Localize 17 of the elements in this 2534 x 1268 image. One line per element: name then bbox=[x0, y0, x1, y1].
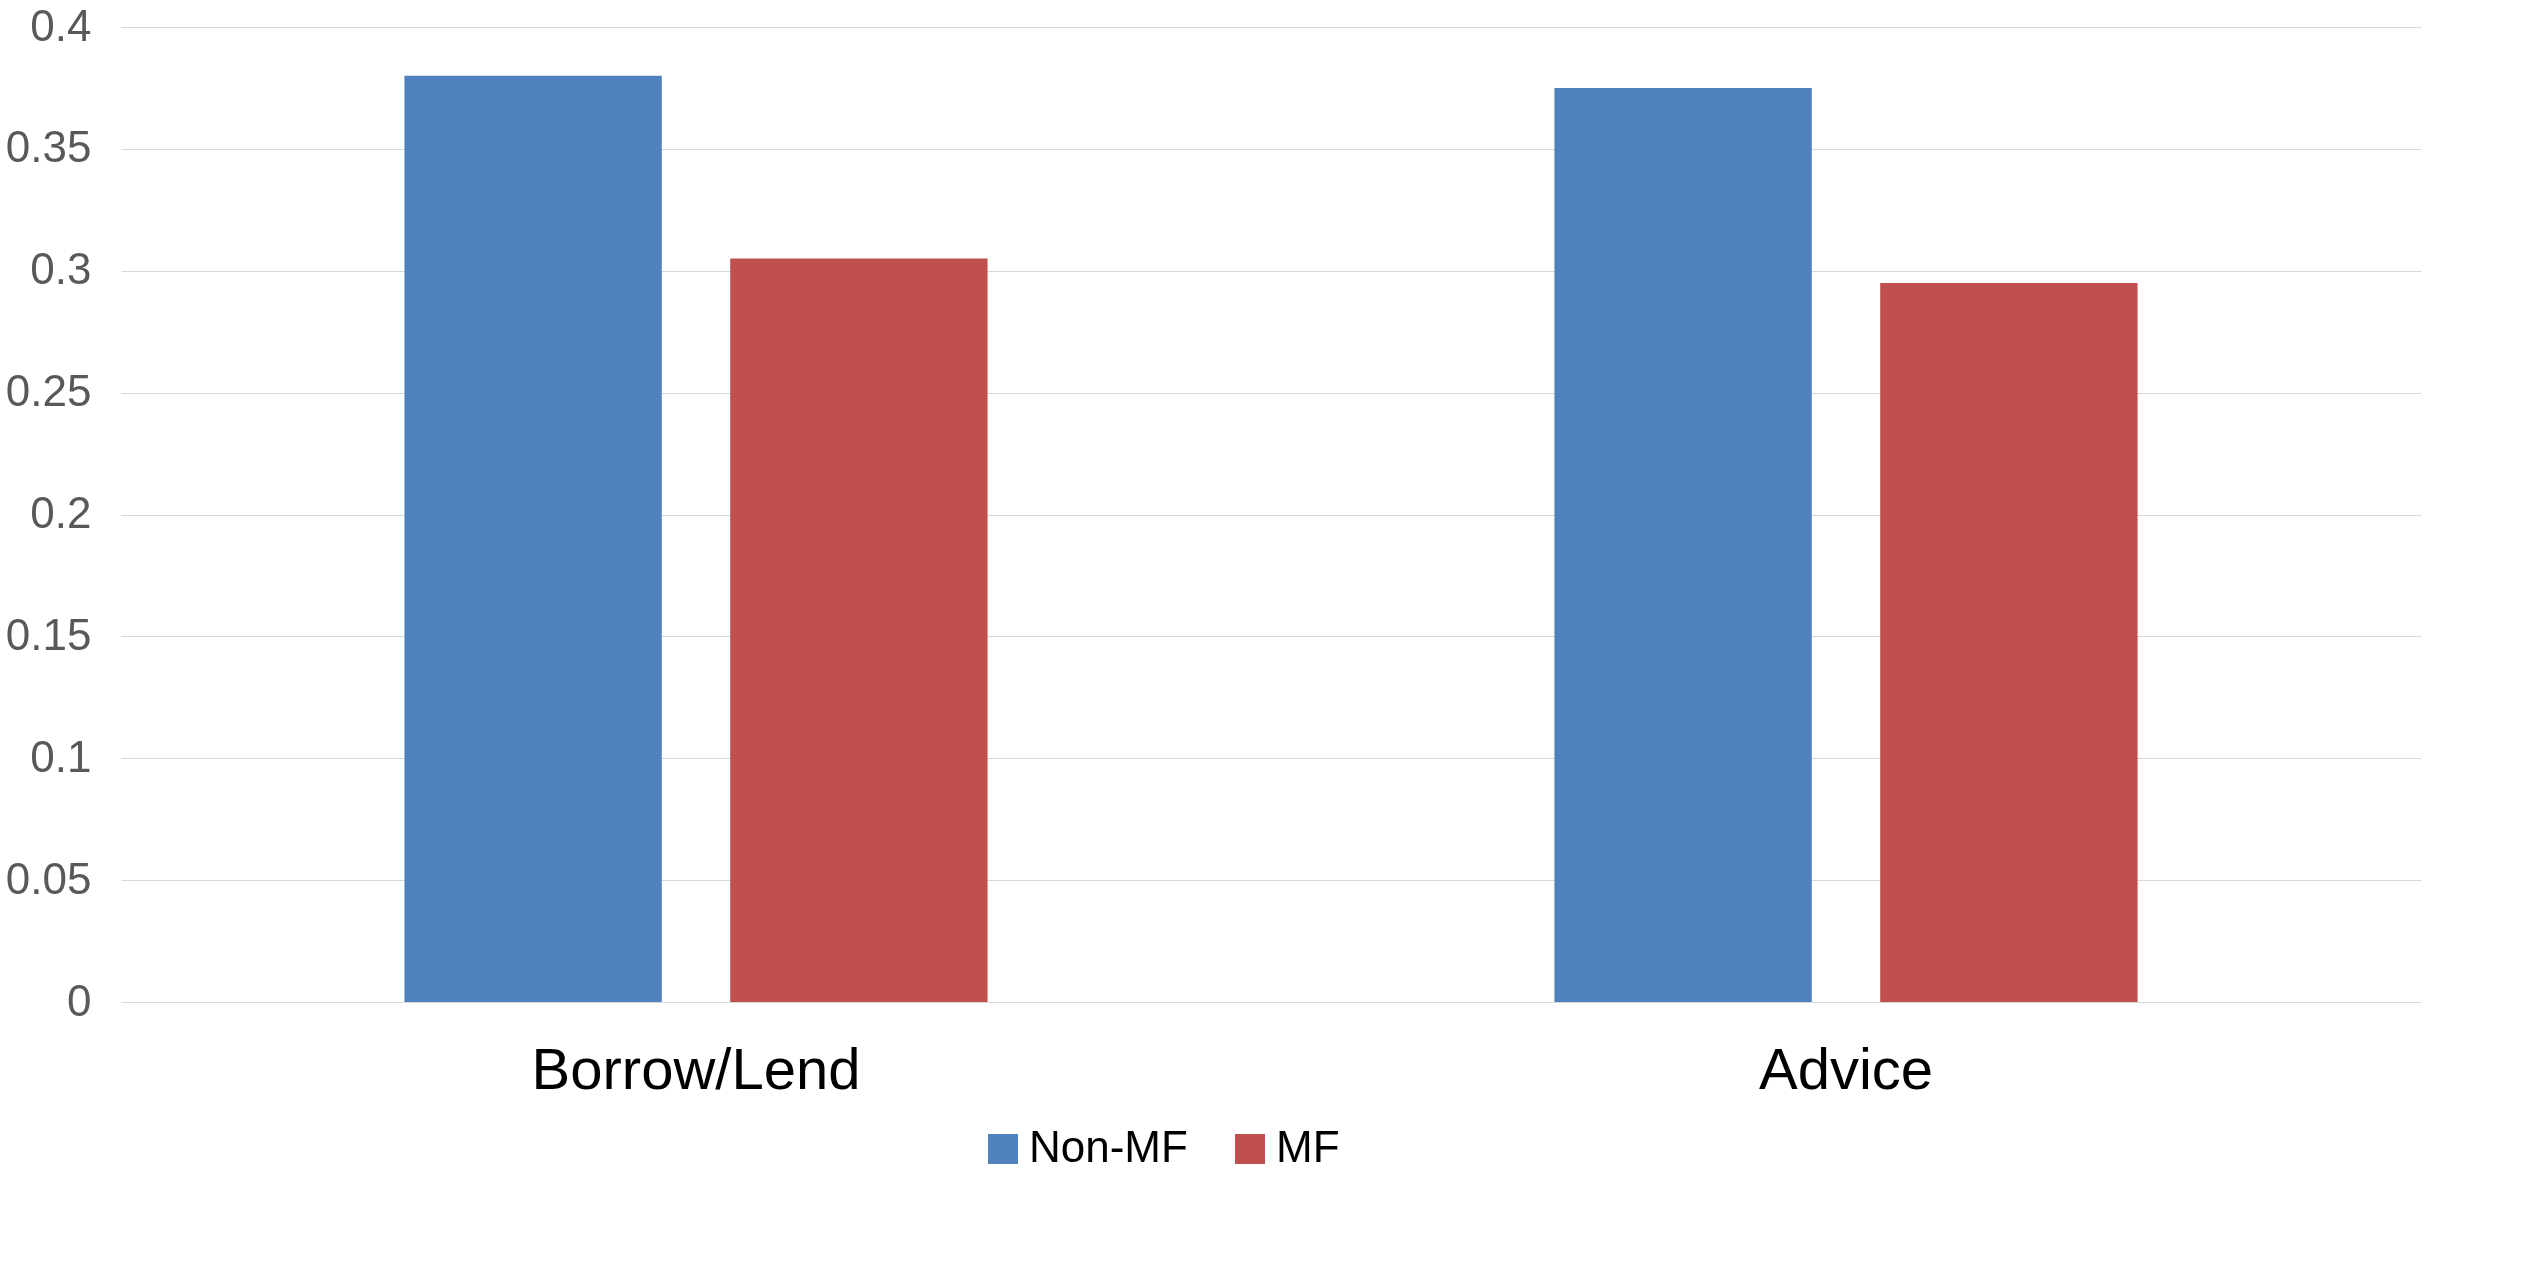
y-tick-label: 0.15 bbox=[5, 609, 92, 659]
bar bbox=[730, 258, 988, 1002]
bar bbox=[1880, 282, 2138, 1002]
y-tick-label: 0.1 bbox=[30, 731, 92, 781]
y-tick-label: 0 bbox=[67, 975, 92, 1025]
y-tick-label: 0.05 bbox=[5, 853, 92, 903]
x-tick-label: Borrow/Lend bbox=[531, 1035, 861, 1101]
x-tick-label: Advice bbox=[1758, 1035, 1934, 1101]
bar bbox=[404, 75, 662, 1002]
legend-label: MF bbox=[1276, 1122, 1340, 1171]
y-tick-label: 0.35 bbox=[5, 122, 92, 172]
legend-label: Non-MF bbox=[1029, 1122, 1188, 1171]
bar bbox=[1554, 87, 1812, 1002]
y-tick-label: 0.3 bbox=[30, 244, 92, 294]
y-tick-label: 0.4 bbox=[30, 0, 92, 50]
y-tick-label: 0.25 bbox=[5, 366, 92, 416]
y-tick-label: 0.2 bbox=[30, 488, 92, 537]
